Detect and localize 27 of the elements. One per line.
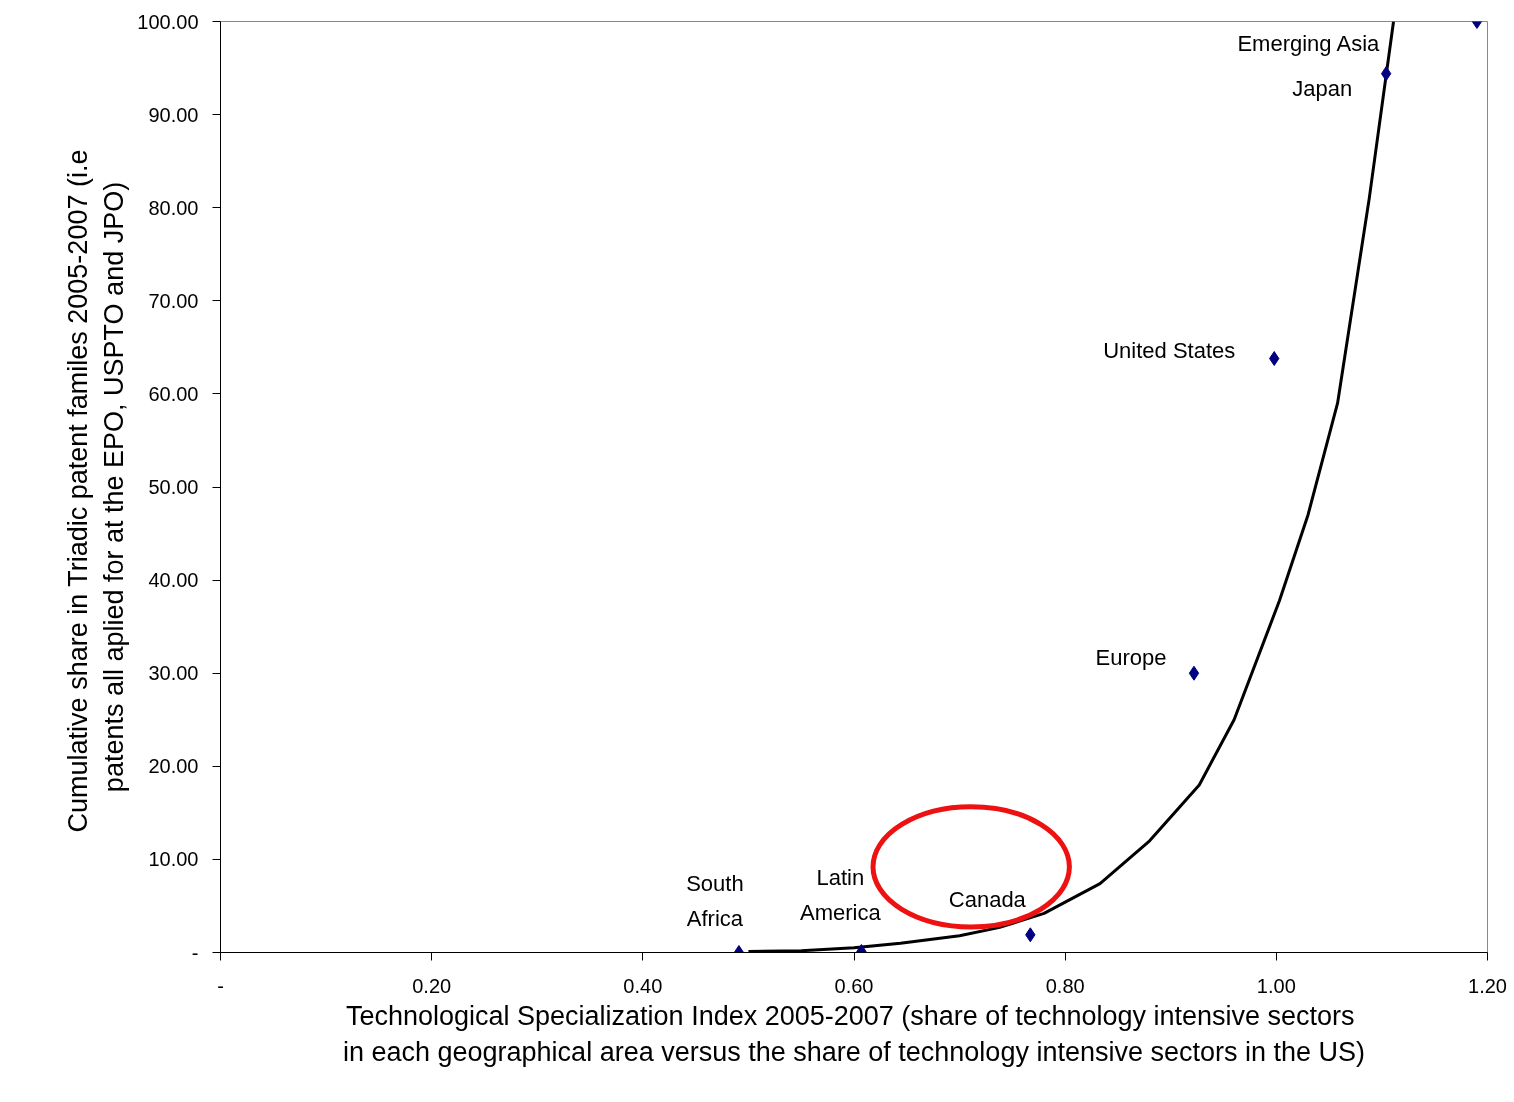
y-tick-label: - xyxy=(191,941,199,964)
y-tick-label: 100.00 xyxy=(137,10,199,33)
x-tick-label: - xyxy=(217,974,224,997)
annotation: South Africa xyxy=(686,870,744,931)
annotation: Europe xyxy=(1095,644,1167,670)
annotation: Japan xyxy=(1292,76,1353,102)
annotation: Canada xyxy=(948,887,1027,913)
x-tick-label: 0.20 xyxy=(412,974,452,997)
x-tick-label: 1.20 xyxy=(1468,974,1507,997)
y-tick-label: 20.00 xyxy=(148,755,199,778)
x-tick-label: 0.80 xyxy=(1045,974,1085,997)
y-tick-label: 50.00 xyxy=(148,476,199,498)
y-tick-label: 60.00 xyxy=(148,382,199,405)
y-tick-label: 10.00 xyxy=(148,848,199,871)
x-tick-label: 0.60 xyxy=(834,974,874,997)
y-tick-label: 30.00 xyxy=(148,662,199,685)
x-axis-title: Technological Specialization Index 2005-2007 (share of technology intensive sectors in each geographical area versus the share of technology intensive sectors in the US) xyxy=(342,1000,1366,1067)
y-tick-label: 80.00 xyxy=(148,196,199,219)
annotation: United States xyxy=(1103,338,1236,364)
x-tick-label: 1.00 xyxy=(1256,974,1296,997)
annotation: Latin America xyxy=(800,864,882,925)
y-tick-label: 40.00 xyxy=(148,569,199,592)
y-tick-label: 90.00 xyxy=(148,103,199,126)
x-tick-label: 0.40 xyxy=(623,974,663,997)
y-axis-title: Cumulative share in Triadic patent familes 2005-2007 (i.e patents all aplied for at the EPO, USPTO and JPO) xyxy=(63,149,130,833)
y-tick-label: 70.00 xyxy=(148,289,199,312)
annotation: Emerging Asia xyxy=(1237,31,1381,56)
